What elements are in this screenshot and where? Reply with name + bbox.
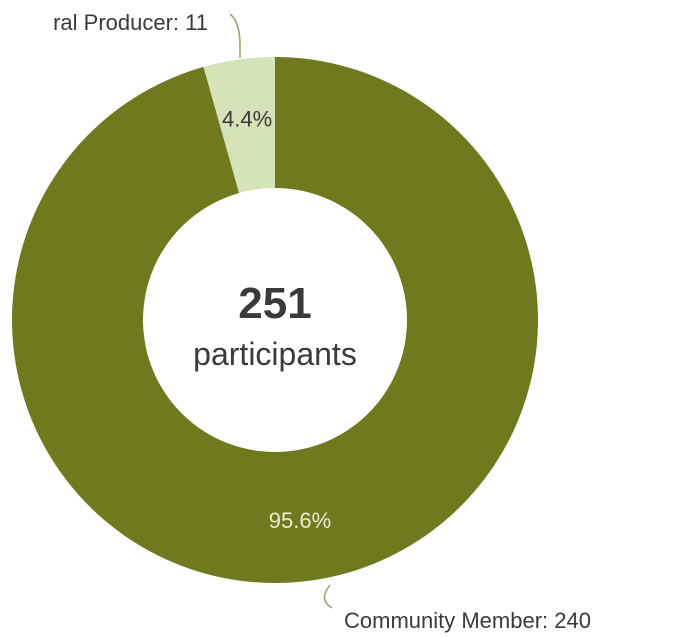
leader-line-agricultural-producer — [229, 13, 241, 58]
external-labels-group: Community Member: 240 ral Producer: 11 — [53, 10, 591, 633]
center-total-value: 251 — [238, 279, 311, 328]
percent-labels-group: 95.6% 4.4% — [222, 106, 331, 533]
percent-label-community-member: 95.6% — [269, 508, 331, 533]
slice-community-member — [11, 57, 538, 583]
center-total-label: participants — [193, 336, 357, 372]
percent-label-agricultural-producer: 4.4% — [222, 106, 272, 131]
leader-lines-group — [229, 13, 333, 609]
leader-line-community-member — [323, 584, 333, 609]
donut-center: 251 participants — [193, 279, 357, 372]
slice-agricultural-producer — [203, 57, 275, 193]
slices-group — [11, 57, 538, 583]
external-label-community-member: Community Member: 240 — [344, 608, 591, 633]
external-label-agricultural-producer: ral Producer: 11 — [53, 10, 208, 35]
